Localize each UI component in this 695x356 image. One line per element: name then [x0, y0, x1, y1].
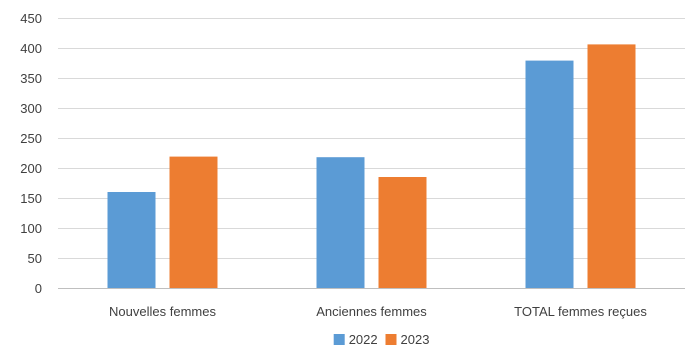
- bar-2023-3: [587, 44, 636, 289]
- bar-2022-3: [525, 60, 574, 288]
- y-tick-label-450: 450: [20, 11, 42, 26]
- legend-label-2022: 2022: [349, 332, 378, 347]
- bars: [107, 44, 636, 289]
- y-tick-label-150: 150: [20, 191, 42, 206]
- legend-swatch-2023: [385, 334, 397, 345]
- y-tick-label-200: 200: [20, 161, 42, 176]
- x-axis-labels: Nouvelles femmes Anciennes femmes TOTAL fe…: [109, 304, 647, 319]
- y-tick-label-350: 350: [20, 71, 42, 86]
- bar-2023-1: [169, 156, 218, 288]
- x-category-label-2: Anciennes femmes: [316, 304, 427, 319]
- legend: 2022 2023: [333, 332, 430, 347]
- y-tick-label-300: 300: [20, 101, 42, 116]
- y-tick-label-0: 0: [35, 281, 42, 296]
- bar-2023-2: [378, 177, 427, 288]
- y-tick-label-250: 250: [20, 131, 42, 146]
- legend-swatch-2022: [333, 334, 345, 345]
- y-tick-label-100: 100: [20, 221, 42, 236]
- y-tick-label-400: 400: [20, 41, 42, 56]
- x-category-label-3: TOTAL femmes reçues: [514, 304, 647, 319]
- bar-2022-2: [316, 157, 365, 288]
- legend-label-2023: 2023: [401, 332, 430, 347]
- bar-2022-1: [107, 192, 156, 288]
- x-category-label-1: Nouvelles femmes: [109, 304, 216, 319]
- y-tick-label-50: 50: [28, 251, 42, 266]
- gridlines: [58, 18, 685, 289]
- y-axis-ticks: 0 50 100 150 200 250 300 350 400 450: [20, 11, 42, 296]
